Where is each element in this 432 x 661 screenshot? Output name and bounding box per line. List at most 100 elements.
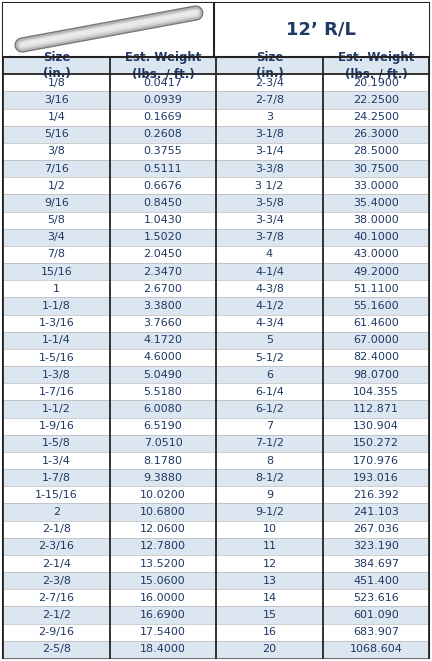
Bar	[3, 349, 429, 366]
Text: 241.103: 241.103	[353, 507, 399, 517]
Text: 2-3/8: 2-3/8	[42, 576, 71, 586]
Text: 22.2500: 22.2500	[353, 95, 399, 105]
Text: 2-1/8: 2-1/8	[42, 524, 71, 534]
Text: 3-7/8: 3-7/8	[255, 232, 284, 243]
Text: 1-3/8: 1-3/8	[42, 369, 71, 379]
Text: 0.1669: 0.1669	[143, 112, 182, 122]
Text: 1/2: 1/2	[48, 181, 65, 191]
Bar	[3, 91, 429, 108]
Text: 2-9/16: 2-9/16	[38, 627, 74, 637]
Text: 3-1/4: 3-1/4	[255, 147, 284, 157]
Text: 267.036: 267.036	[353, 524, 399, 534]
Bar	[3, 229, 429, 246]
Text: 6-1/2: 6-1/2	[255, 404, 284, 414]
Text: 4.6000: 4.6000	[143, 352, 182, 362]
Text: 18.4000: 18.4000	[140, 644, 186, 654]
Text: 4: 4	[266, 249, 273, 260]
Bar	[3, 555, 429, 572]
Text: 6.0080: 6.0080	[143, 404, 182, 414]
Bar	[3, 177, 429, 194]
Text: 82.4000: 82.4000	[353, 352, 399, 362]
Text: 170.976: 170.976	[353, 455, 399, 465]
Bar	[3, 418, 429, 435]
Text: 2-7/8: 2-7/8	[255, 95, 284, 105]
Text: 683.907: 683.907	[353, 627, 399, 637]
Text: 1-5/16: 1-5/16	[38, 352, 74, 362]
Text: Size
(in.): Size (in.)	[256, 51, 283, 80]
Text: 3/16: 3/16	[44, 95, 69, 105]
Text: 43.0000: 43.0000	[353, 249, 399, 260]
Bar	[3, 383, 429, 401]
Bar	[3, 504, 429, 521]
Text: 3-3/8: 3-3/8	[255, 164, 284, 174]
Text: 20: 20	[262, 644, 276, 654]
Text: 10.0200: 10.0200	[140, 490, 186, 500]
Text: 5/8: 5/8	[48, 215, 65, 225]
Text: 67.0000: 67.0000	[353, 335, 399, 345]
Text: 5: 5	[266, 335, 273, 345]
Bar	[3, 74, 429, 91]
Text: 12.7800: 12.7800	[140, 541, 186, 551]
Text: 1: 1	[53, 284, 60, 293]
Bar	[3, 452, 429, 469]
Text: 1068.604: 1068.604	[349, 644, 403, 654]
Text: 7.0510: 7.0510	[143, 438, 182, 448]
Text: 24.2500: 24.2500	[353, 112, 399, 122]
Text: 2-7/16: 2-7/16	[38, 593, 74, 603]
Bar	[3, 280, 429, 297]
Bar	[3, 572, 429, 590]
Bar	[3, 160, 429, 177]
Bar	[3, 297, 429, 315]
Text: 384.697: 384.697	[353, 559, 399, 568]
Text: 216.392: 216.392	[353, 490, 399, 500]
Text: 15: 15	[263, 610, 276, 620]
Bar	[3, 486, 429, 504]
Bar	[214, 3, 429, 57]
Text: 16: 16	[263, 627, 276, 637]
Text: 3 1/2: 3 1/2	[255, 181, 284, 191]
Text: 1-3/4: 1-3/4	[42, 455, 71, 465]
Text: 104.355: 104.355	[353, 387, 399, 397]
Text: 1-9/16: 1-9/16	[38, 421, 74, 431]
Text: 61.4600: 61.4600	[353, 318, 399, 328]
Text: 13.5200: 13.5200	[140, 559, 186, 568]
Text: 1-1/8: 1-1/8	[42, 301, 71, 311]
Text: 1-15/16: 1-15/16	[35, 490, 78, 500]
Text: 11: 11	[263, 541, 276, 551]
Text: 49.2000: 49.2000	[353, 266, 399, 277]
Text: 1/8: 1/8	[48, 78, 65, 88]
Text: 6.5190: 6.5190	[143, 421, 182, 431]
Text: 7-1/2: 7-1/2	[255, 438, 284, 448]
Text: 1-5/8: 1-5/8	[42, 438, 71, 448]
Text: 4-3/4: 4-3/4	[255, 318, 284, 328]
Text: 3.3800: 3.3800	[143, 301, 182, 311]
Text: 150.272: 150.272	[353, 438, 399, 448]
Text: 0.3755: 0.3755	[143, 147, 182, 157]
Text: 40.1000: 40.1000	[353, 232, 399, 243]
Text: 601.090: 601.090	[353, 610, 399, 620]
Text: 323.190: 323.190	[353, 541, 399, 551]
Text: 2-1/2: 2-1/2	[42, 610, 71, 620]
Text: 9/16: 9/16	[44, 198, 69, 208]
Text: 112.871: 112.871	[353, 404, 399, 414]
Text: 13: 13	[263, 576, 276, 586]
Text: 5/16: 5/16	[44, 130, 69, 139]
Bar	[3, 194, 429, 212]
Bar	[3, 366, 429, 383]
Text: 3-5/8: 3-5/8	[255, 198, 284, 208]
Text: 3-1/8: 3-1/8	[255, 130, 284, 139]
Bar	[3, 263, 429, 280]
Text: 2.6700: 2.6700	[143, 284, 182, 293]
Text: 3.7660: 3.7660	[143, 318, 182, 328]
Text: 5.0490: 5.0490	[143, 369, 182, 379]
Bar	[3, 57, 429, 74]
Text: 9: 9	[266, 490, 273, 500]
Text: 0.8450: 0.8450	[143, 198, 182, 208]
Bar	[3, 401, 429, 418]
Text: 12.0600: 12.0600	[140, 524, 186, 534]
Bar	[3, 469, 429, 486]
Text: 451.400: 451.400	[353, 576, 399, 586]
Text: 2.0450: 2.0450	[143, 249, 182, 260]
Text: 16.6900: 16.6900	[140, 610, 186, 620]
Text: Est. Weight
(lbs. / ft.): Est. Weight (lbs. / ft.)	[338, 51, 414, 80]
